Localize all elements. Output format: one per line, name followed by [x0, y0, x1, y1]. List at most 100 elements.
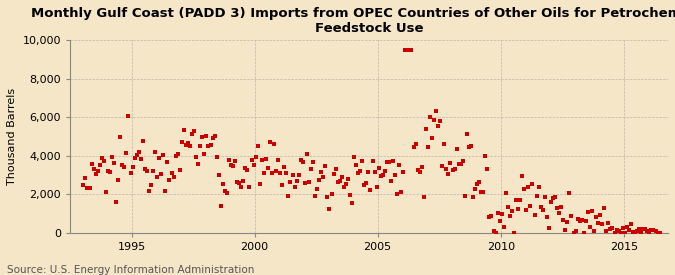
Point	[454, 162, 464, 166]
Point	[263, 166, 273, 171]
Point	[316, 170, 327, 174]
Point	[599, 205, 610, 210]
Point	[232, 179, 242, 184]
Point	[398, 169, 408, 174]
Point	[306, 166, 317, 171]
Point	[300, 181, 310, 185]
Point	[195, 144, 206, 148]
Point	[252, 144, 263, 149]
Point	[238, 178, 248, 183]
Point	[511, 198, 522, 202]
Point	[84, 186, 95, 190]
Point	[597, 222, 608, 226]
Point	[447, 167, 458, 172]
Point	[574, 219, 585, 223]
Point	[217, 182, 228, 186]
Point	[613, 229, 624, 233]
Point	[400, 48, 411, 52]
Point	[580, 219, 591, 224]
Point	[562, 219, 573, 224]
Point	[494, 219, 505, 223]
Point	[589, 229, 599, 233]
Point	[172, 152, 183, 156]
Point	[281, 170, 292, 175]
Point	[320, 164, 331, 168]
Point	[414, 170, 425, 175]
Point	[248, 163, 259, 167]
Point	[547, 196, 558, 200]
Point	[595, 213, 605, 217]
Point	[506, 208, 517, 213]
Point	[418, 195, 429, 199]
Point	[109, 161, 119, 165]
Point	[377, 172, 388, 177]
Point	[363, 170, 374, 174]
Point	[531, 193, 542, 198]
Point	[355, 169, 366, 174]
Point	[620, 230, 630, 235]
Point	[365, 188, 376, 192]
Point	[476, 189, 487, 194]
Point	[267, 170, 277, 175]
Point	[578, 230, 589, 235]
Point	[389, 173, 400, 177]
Point	[289, 185, 300, 189]
Point	[464, 145, 475, 149]
Point	[433, 124, 443, 128]
Point	[338, 185, 349, 189]
Point	[256, 157, 267, 162]
Point	[127, 165, 138, 169]
Point	[285, 180, 296, 185]
Point	[486, 214, 497, 218]
Point	[310, 194, 321, 198]
Point	[336, 175, 347, 180]
Point	[369, 170, 380, 174]
Point	[406, 48, 417, 52]
Point	[504, 214, 515, 218]
Point	[312, 186, 323, 191]
Point	[357, 159, 368, 163]
Point	[387, 159, 398, 164]
Point	[462, 132, 472, 137]
Point	[560, 227, 570, 232]
Point	[277, 183, 288, 187]
Point	[330, 167, 341, 171]
Point	[230, 159, 240, 164]
Point	[287, 173, 298, 177]
Point	[587, 209, 597, 213]
Point	[107, 155, 117, 159]
Point	[640, 227, 651, 232]
Point	[209, 134, 220, 138]
Point	[638, 227, 649, 232]
Point	[359, 182, 370, 187]
Point	[136, 157, 146, 162]
Point	[367, 159, 378, 163]
Point	[576, 218, 587, 222]
Point	[383, 160, 394, 165]
Point	[90, 171, 101, 176]
Point	[154, 156, 165, 160]
Point	[523, 185, 534, 189]
Y-axis label: Thousand Barrels: Thousand Barrels	[7, 88, 17, 185]
Point	[103, 169, 113, 173]
Point	[568, 230, 579, 235]
Point	[180, 143, 191, 147]
Point	[95, 162, 105, 167]
Point	[449, 166, 460, 171]
Point	[404, 48, 415, 52]
Point	[207, 136, 218, 141]
Point	[178, 128, 189, 133]
Point	[628, 230, 639, 234]
Point	[213, 173, 224, 177]
Point	[191, 155, 202, 159]
Point	[583, 210, 593, 214]
Point	[203, 144, 214, 148]
Point	[215, 204, 226, 208]
Point	[644, 230, 655, 235]
Point	[652, 230, 663, 235]
Point	[298, 160, 308, 164]
Point	[554, 211, 564, 216]
Point	[529, 213, 540, 217]
Point	[166, 170, 177, 175]
Point	[421, 127, 431, 132]
